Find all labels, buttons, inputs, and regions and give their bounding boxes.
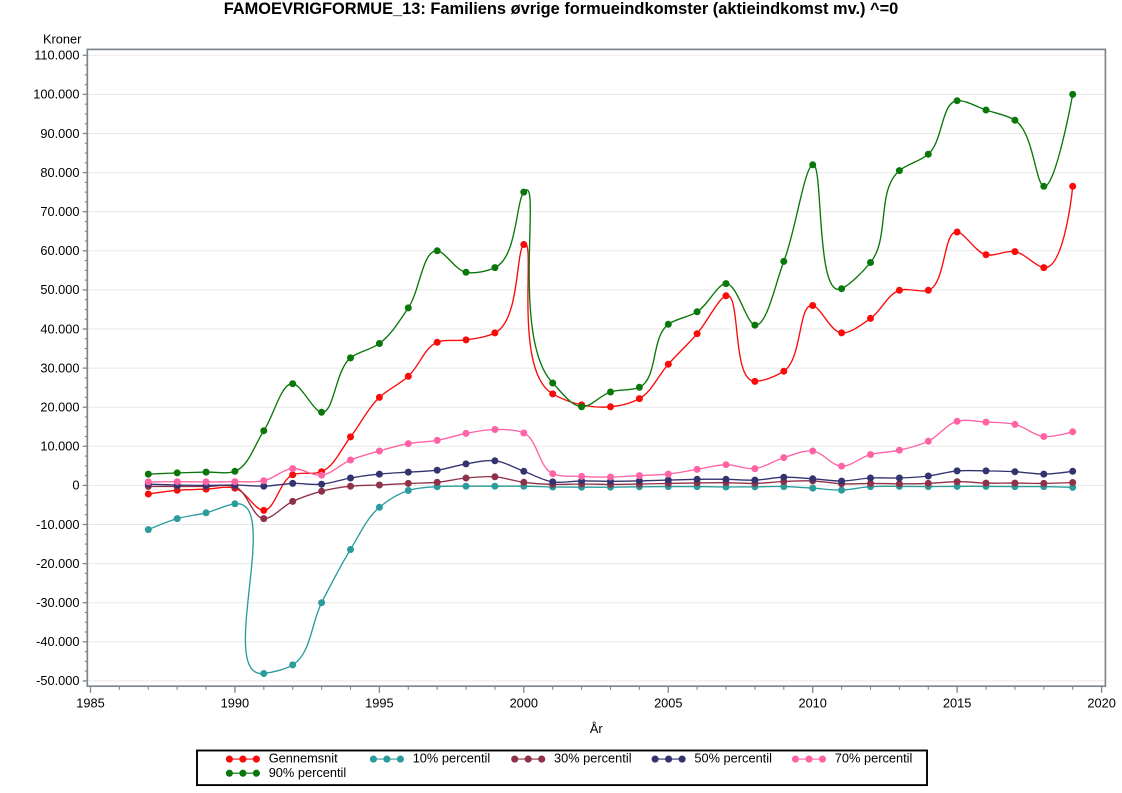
svg-text:110.000: 110.000 bbox=[34, 48, 79, 63]
svg-text:2000: 2000 bbox=[510, 695, 538, 710]
svg-text:-10.000: -10.000 bbox=[36, 517, 79, 532]
svg-text:100.000: 100.000 bbox=[33, 87, 79, 102]
svg-text:60.000: 60.000 bbox=[40, 243, 79, 258]
svg-text:70% percentil: 70% percentil bbox=[835, 751, 913, 766]
svg-text:2020: 2020 bbox=[1087, 695, 1115, 710]
svg-text:70.000: 70.000 bbox=[40, 204, 79, 219]
svg-text:80.000: 80.000 bbox=[40, 165, 79, 180]
svg-text:0: 0 bbox=[72, 478, 79, 493]
svg-text:2005: 2005 bbox=[654, 695, 682, 710]
svg-text:30% percentil: 30% percentil bbox=[554, 751, 632, 766]
svg-text:50.000: 50.000 bbox=[40, 282, 79, 297]
svg-text:-30.000: -30.000 bbox=[36, 595, 79, 610]
svg-text:År: År bbox=[590, 721, 604, 736]
svg-text:50% percentil: 50% percentil bbox=[694, 751, 772, 766]
svg-text:90.000: 90.000 bbox=[40, 126, 79, 141]
svg-text:2015: 2015 bbox=[943, 695, 971, 710]
svg-text:-20.000: -20.000 bbox=[36, 556, 79, 571]
svg-text:2010: 2010 bbox=[798, 695, 826, 710]
svg-text:10% percentil: 10% percentil bbox=[413, 751, 491, 766]
svg-text:FAMOEVRIGFORMUE_13: Familiens: FAMOEVRIGFORMUE_13: Familiens øvrige for… bbox=[224, 0, 899, 18]
svg-text:1995: 1995 bbox=[365, 695, 393, 710]
svg-text:Kroner: Kroner bbox=[43, 32, 82, 47]
svg-text:-40.000: -40.000 bbox=[36, 634, 79, 649]
svg-text:40.000: 40.000 bbox=[40, 321, 79, 336]
svg-text:10.000: 10.000 bbox=[40, 439, 79, 454]
svg-text:-50.000: -50.000 bbox=[36, 673, 79, 688]
svg-text:Gennemsnit: Gennemsnit bbox=[269, 751, 338, 766]
svg-text:30.000: 30.000 bbox=[40, 360, 79, 375]
svg-text:1985: 1985 bbox=[76, 695, 104, 710]
svg-text:20.000: 20.000 bbox=[40, 400, 79, 415]
svg-text:1990: 1990 bbox=[221, 695, 249, 710]
svg-text:90% percentil: 90% percentil bbox=[269, 765, 347, 780]
